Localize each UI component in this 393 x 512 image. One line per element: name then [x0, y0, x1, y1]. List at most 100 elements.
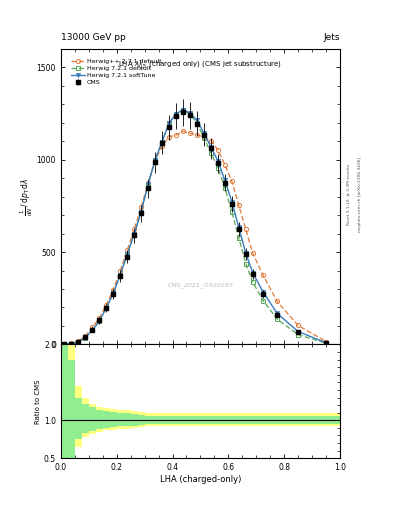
Bar: [215, 414, 221, 425]
Herwig++ 2.7.1 default: [296, 323, 301, 329]
Herwig++ 2.7.1 default: [69, 340, 74, 347]
Herwig 7.2.1 softTune: [118, 272, 123, 278]
Herwig 7.2.1 softTune: [125, 251, 130, 258]
Line: Herwig 7.2.1 default: Herwig 7.2.1 default: [62, 108, 328, 346]
Bar: [89, 403, 96, 434]
Bar: [235, 414, 242, 425]
Herwig++ 2.7.1 default: [209, 137, 213, 143]
Herwig 7.2.1 softTune: [243, 250, 248, 257]
Herwig 7.2.1 default: [76, 339, 81, 345]
Bar: [158, 416, 165, 424]
Bar: [215, 416, 221, 424]
Herwig++ 2.7.1 default: [174, 132, 178, 138]
Bar: [165, 414, 173, 425]
Herwig++ 2.7.1 default: [76, 338, 81, 344]
Herwig 7.2.1 softTune: [209, 144, 213, 150]
Herwig++ 2.7.1 default: [139, 204, 143, 210]
Herwig++ 2.7.1 default: [195, 132, 199, 138]
Herwig 7.2.1 default: [62, 341, 67, 347]
Herwig 7.2.1 default: [69, 340, 74, 347]
Herwig++ 2.7.1 default: [237, 202, 241, 208]
Bar: [75, 397, 82, 439]
Herwig++ 2.7.1 default: [202, 134, 206, 140]
Herwig 7.2.1 softTune: [111, 290, 116, 296]
Herwig 7.2.1 default: [296, 332, 301, 338]
Bar: [145, 416, 152, 424]
Herwig++ 2.7.1 default: [250, 250, 255, 257]
Bar: [235, 416, 242, 424]
Herwig 7.2.1 softTune: [187, 110, 192, 116]
Herwig 7.2.1 default: [195, 120, 199, 126]
Herwig 7.2.1 softTune: [202, 130, 206, 136]
Bar: [208, 416, 215, 424]
Herwig 7.2.1 default: [237, 234, 241, 241]
Bar: [124, 414, 130, 426]
Herwig 7.2.1 softTune: [160, 139, 164, 145]
Herwig 7.2.1 default: [324, 340, 329, 346]
Text: Rivet 3.1.10, ≥ 3.3M events: Rivet 3.1.10, ≥ 3.3M events: [347, 164, 351, 225]
Bar: [96, 407, 103, 432]
Bar: [173, 416, 180, 424]
Bar: [312, 416, 340, 424]
Bar: [130, 411, 138, 428]
Herwig 7.2.1 default: [202, 135, 206, 141]
Herwig++ 2.7.1 default: [243, 226, 248, 232]
Herwig 7.2.1 softTune: [62, 341, 67, 347]
Herwig 7.2.1 softTune: [104, 305, 108, 311]
Herwig 7.2.1 default: [275, 316, 279, 322]
Bar: [200, 416, 208, 424]
Bar: [138, 412, 145, 427]
Bar: [152, 414, 158, 425]
Bar: [228, 416, 235, 424]
Bar: [249, 414, 256, 425]
Herwig 7.2.1 softTune: [250, 270, 255, 276]
Bar: [256, 416, 270, 424]
Bar: [124, 411, 130, 429]
Bar: [61, 345, 68, 458]
Herwig++ 2.7.1 default: [118, 268, 123, 274]
Bar: [103, 411, 110, 428]
Line: Herwig 7.2.1 softTune: Herwig 7.2.1 softTune: [62, 108, 328, 346]
Herwig 7.2.1 softTune: [296, 329, 301, 335]
Bar: [284, 416, 312, 424]
Herwig 7.2.1 default: [97, 318, 102, 324]
Herwig 7.2.1 default: [153, 157, 158, 163]
Y-axis label: Ratio to CMS: Ratio to CMS: [35, 379, 41, 423]
Bar: [180, 414, 187, 425]
Herwig 7.2.1 softTune: [153, 157, 158, 163]
Bar: [208, 414, 215, 425]
Herwig 7.2.1 softTune: [174, 111, 178, 117]
Bar: [270, 414, 284, 425]
Text: LHA $\lambda^{1}_{0.5}$ (charged only) (CMS jet substructure): LHA $\lambda^{1}_{0.5}$ (charged only) (…: [118, 59, 283, 72]
Text: Jets: Jets: [323, 33, 340, 42]
Herwig 7.2.1 default: [111, 290, 116, 296]
Herwig 7.2.1 default: [132, 231, 136, 237]
Herwig 7.2.1 default: [83, 334, 88, 340]
Herwig 7.2.1 default: [146, 181, 151, 187]
Bar: [145, 413, 152, 426]
Bar: [187, 414, 193, 425]
Herwig 7.2.1 softTune: [215, 158, 220, 164]
Herwig 7.2.1 default: [261, 297, 266, 304]
Bar: [117, 413, 124, 426]
Herwig 7.2.1 softTune: [275, 310, 279, 316]
Herwig 7.2.1 softTune: [90, 327, 95, 333]
Herwig++ 2.7.1 default: [111, 287, 116, 293]
Bar: [193, 414, 200, 425]
Herwig 7.2.1 default: [174, 111, 178, 117]
Herwig 7.2.1 softTune: [167, 120, 171, 126]
Herwig 7.2.1 default: [181, 107, 185, 113]
Herwig++ 2.7.1 default: [275, 298, 279, 305]
Herwig 7.2.1 default: [118, 272, 123, 278]
Herwig++ 2.7.1 default: [215, 147, 220, 153]
Bar: [68, 359, 75, 458]
Herwig++ 2.7.1 default: [187, 130, 192, 136]
Herwig 7.2.1 default: [104, 305, 108, 311]
Herwig 7.2.1 softTune: [97, 318, 102, 324]
Bar: [270, 416, 284, 424]
Herwig 7.2.1 softTune: [76, 339, 81, 345]
Herwig 7.2.1 default: [139, 209, 143, 215]
Y-axis label: $\frac{1}{\mathrm{d}N}\,/\,\mathrm{d}p_\mathrm{T}\,\mathrm{d}\lambda$: $\frac{1}{\mathrm{d}N}\,/\,\mathrm{d}p_\…: [19, 177, 35, 216]
Herwig 7.2.1 softTune: [181, 107, 185, 113]
Bar: [82, 403, 89, 433]
